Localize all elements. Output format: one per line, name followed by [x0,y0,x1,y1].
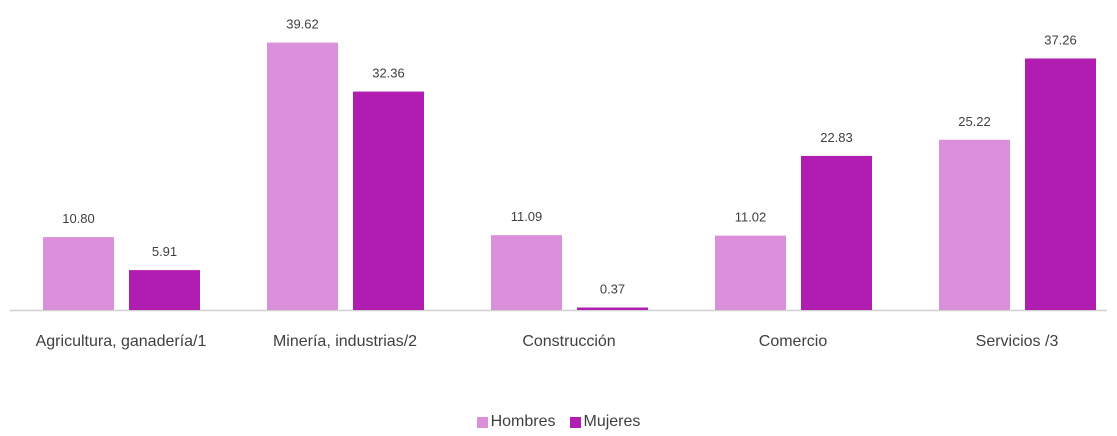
bar [801,155,872,310]
legend-swatch [569,416,581,428]
legend-swatch [476,416,488,428]
legend-label: Mujeres [583,413,641,430]
data-label: 5.91 [152,244,177,259]
bar [129,270,200,310]
bar [43,237,114,310]
bar [353,91,424,310]
bar [491,235,562,310]
legend-item: Mujeres [569,413,641,431]
bar [939,139,1010,310]
bar [1025,58,1096,311]
bar [715,235,786,310]
data-label: 39.62 [286,17,319,32]
data-label: 11.02 [735,210,767,225]
bar [577,307,648,310]
bar [267,42,338,310]
data-label: 0.37 [600,282,625,297]
legend: Hombres Mujeres [0,413,1117,431]
data-label: 22.83 [820,130,853,145]
data-label: 11.09 [511,209,543,224]
legend-item: Hombres [476,413,556,431]
x-tick-label: Minería, industrias/2 [272,333,418,350]
x-tick-label: Agricultura, ganadería/1 [35,333,207,350]
legend-label: Hombres [490,413,556,430]
x-tick-label: Construcción [522,333,616,350]
x-tick-label: Servicios /3 [975,333,1059,350]
data-label: 10.80 [62,211,95,226]
data-label: 25.22 [958,114,991,129]
data-label: 32.36 [372,66,405,81]
x-tick-label: Comercio [758,333,828,350]
data-label: 37.26 [1044,32,1077,47]
